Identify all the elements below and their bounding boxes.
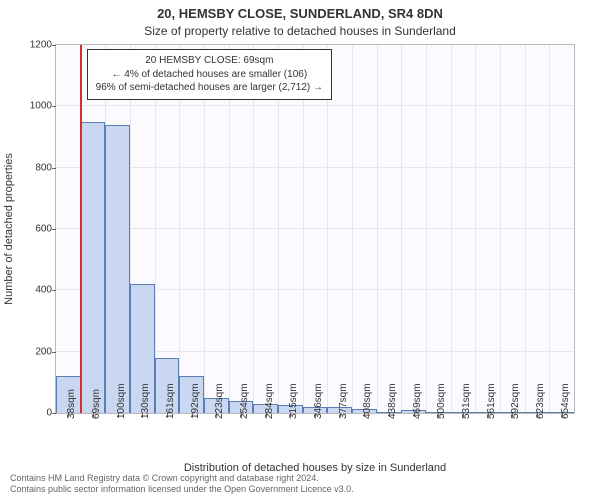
y-tick-label: 1000 [12,101,52,112]
grid-line-v [525,45,526,413]
grid-line-v [426,45,427,413]
grid-line-h [56,228,574,229]
footer-line2: Contains public sector information licen… [10,484,590,496]
x-tick-label: 223sqm [214,383,225,419]
grid-line-v [229,45,230,413]
x-tick-label: 377sqm [338,383,349,419]
x-tick-label: 69sqm [91,389,102,419]
x-tick-label: 408sqm [362,383,373,419]
y-tick-mark [52,352,56,353]
x-tick-label: 623sqm [535,383,546,419]
grid-line-h [56,105,574,106]
bar [105,125,130,413]
y-tick-label: 1200 [12,40,52,51]
footer: Contains HM Land Registry data © Crown c… [10,473,590,496]
y-tick-label: 600 [12,224,52,235]
footer-line1: Contains HM Land Registry data © Crown c… [10,473,590,485]
chart-title-line1: 20, HEMSBY CLOSE, SUNDERLAND, SR4 8DN [0,6,600,21]
y-tick-label: 0 [12,408,52,419]
x-tick-label: 38sqm [66,389,77,419]
info-box: 20 HEMSBY CLOSE: 69sqm← 4% of detached h… [87,49,332,100]
grid-line-v [352,45,353,413]
x-tick-label: 161sqm [165,383,176,419]
x-tick-label: 561sqm [486,383,497,419]
grid-line-v [327,45,328,413]
grid-line-v [451,45,452,413]
y-tick-mark [52,168,56,169]
grid-line-v [253,45,254,413]
y-tick-mark [52,106,56,107]
grid-line-v [377,45,378,413]
x-tick-label: 438sqm [387,383,398,419]
x-tick-label: 130sqm [140,383,151,419]
x-tick-label: 284sqm [264,383,275,419]
info-box-line: ← 4% of detached houses are smaller (106… [96,68,323,82]
grid-line-v [303,45,304,413]
grid-line-v [179,45,180,413]
x-tick-label: 592sqm [510,383,521,419]
grid-line-v [278,45,279,413]
grid-line-v [475,45,476,413]
y-tick-mark [52,229,56,230]
x-tick-label: 469sqm [412,383,423,419]
grid-line-v [204,45,205,413]
y-tick-label: 800 [12,162,52,173]
x-tick-label: 654sqm [560,383,571,419]
marker-line [80,45,82,413]
x-tick-label: 346sqm [313,383,324,419]
chart-root: 20, HEMSBY CLOSE, SUNDERLAND, SR4 8DN Si… [0,0,600,500]
y-tick-label: 200 [12,346,52,357]
grid-line-v [549,45,550,413]
x-tick-label: 531sqm [461,383,472,419]
y-tick-label: 400 [12,285,52,296]
bar [81,122,106,413]
x-tick-label: 500sqm [436,383,447,419]
info-box-line: 96% of semi-detached houses are larger (… [96,81,323,95]
plot-area: 20 HEMSBY CLOSE: 69sqm← 4% of detached h… [55,44,575,414]
x-tick-label: 192sqm [190,383,201,419]
x-tick-label: 100sqm [116,383,127,419]
y-tick-mark [52,413,56,414]
grid-line-h [56,167,574,168]
info-box-line: 20 HEMSBY CLOSE: 69sqm [96,54,323,68]
x-tick-label: 254sqm [239,383,250,419]
y-tick-mark [52,290,56,291]
x-tick-label: 315sqm [288,383,299,419]
chart-title-line2: Size of property relative to detached ho… [0,24,600,38]
grid-line-v [401,45,402,413]
y-tick-mark [52,45,56,46]
grid-line-v [500,45,501,413]
